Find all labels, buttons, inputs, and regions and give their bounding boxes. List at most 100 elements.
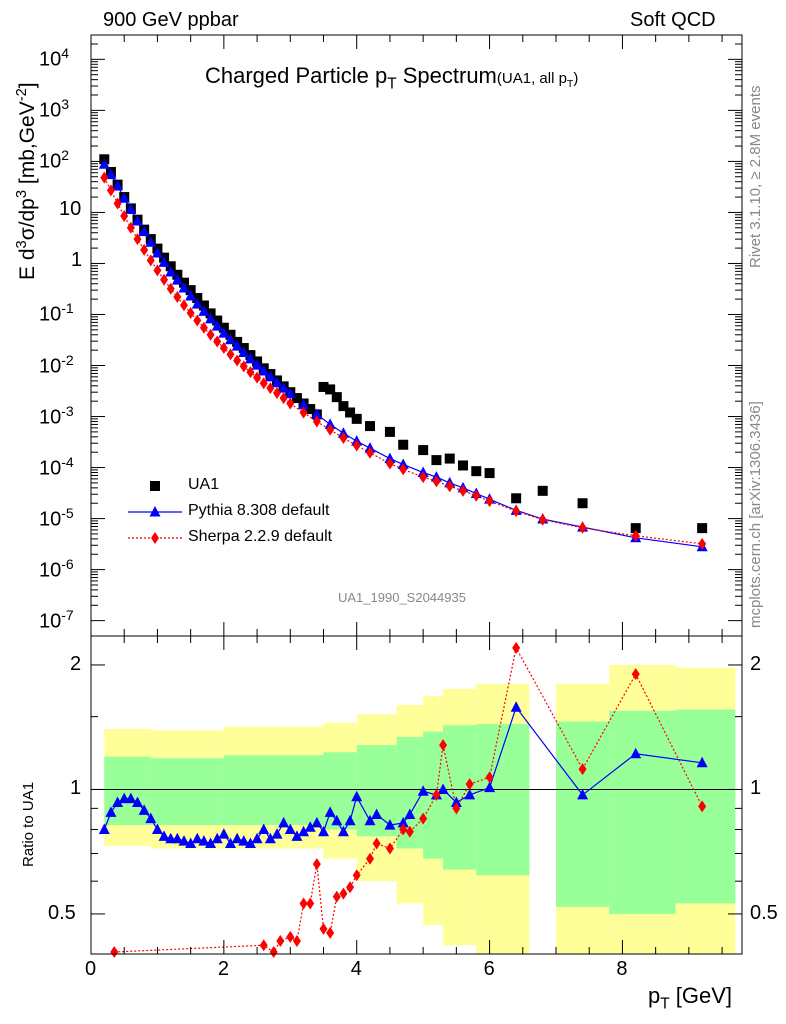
main-series-2-point [193,314,202,327]
ratio-series-1-point [419,812,428,825]
main-series-2-point [399,463,408,476]
main-series-1-point [225,333,236,345]
main-series-2-point [312,415,321,428]
main-series-2-point [140,243,149,256]
ratio-series-0-point [298,825,310,837]
main-series-2-point [538,513,547,526]
y-tick-label: 10-1 [39,300,74,327]
main-series-2-point [120,210,129,223]
y-tick-label: 10-5 [39,504,74,531]
main-series-1-point [251,359,263,370]
legend-marker-0 [150,481,160,491]
ratio-series-0-point [112,796,124,807]
legend [128,481,182,544]
main-series-2-point [153,264,162,277]
main-series-0-point [431,455,442,466]
ratio-series-0-point [630,747,642,759]
ratio-series-0-point [238,835,250,846]
main-series-1-point [112,179,124,191]
main-series-1-point [98,158,110,169]
uncertainty-bands [91,664,742,954]
y-tick-label: 102 [39,147,70,174]
ratio-series-1-point [452,802,461,815]
y-tick-label: 104 [39,45,70,71]
ratio-series-0-point [258,823,270,835]
main-series-2-point [239,360,248,373]
main-series-1-point [211,320,223,331]
ratio-series-0-point [105,806,117,817]
main-series-0-point [291,393,302,404]
legend-label-1: Pythia 8.308 default [188,502,330,519]
ratio-series-1-point [352,869,361,882]
main-series-0-point [444,453,455,464]
ratio-series-0-point [225,837,236,849]
ratio-series-0-point [304,821,316,832]
main-series-2-point [126,221,135,234]
ratio-series-1-point [698,800,707,813]
ratio-series-0-point [171,832,183,844]
ratio-y-tick-label-right: 0.5 [750,901,778,924]
main-series-0-point [458,460,468,471]
main-series-2-point [113,197,122,210]
ratio-series-1-point [372,837,381,850]
legend-marker-1 [149,506,161,517]
ratio-series-0-point [404,808,416,819]
main-series-2-point [339,431,348,444]
main-series-2-point [286,397,295,410]
main-series-1-point [125,203,137,215]
ratio-series-0-point [484,781,496,793]
x-tick-label: 8 [616,958,628,980]
ratio-series-0-point [138,804,150,815]
main-series-2-point [459,484,467,497]
ratio-series-0-point [125,792,137,804]
main-series-2-point [698,537,707,550]
x-tick-label: 4 [350,958,362,980]
ratio-series-0-point [291,830,303,841]
mcplots-label: mcplots.cern.ch [arXiv:1306.3436] [747,401,764,628]
ratio-series-0-point [145,812,157,824]
x-tick-label: 2 [217,958,229,980]
main-series-2-point [186,306,195,319]
ratio-series-1-point [332,890,341,903]
header-left: 900 GeV ppbar [103,9,239,31]
main-series-1-point [244,352,256,364]
main-series-2-point [366,446,374,459]
main-series-1-point [158,256,170,267]
ratio-band-1sigma [609,710,676,914]
main-series-2-point [273,386,281,399]
ratio-series-1-point [512,641,521,654]
chart-title-text: Charged Particle pT Spectrum [205,63,497,93]
main-series-1-point [105,168,117,180]
ratio-series-line-1 [114,646,703,953]
main-series-1-point [165,265,177,277]
y-tick-label: 103 [39,96,70,123]
main-series-1-point [191,298,203,309]
ratio-series-0-point [231,832,243,844]
chart-subtitle: (UA1, all pT) [496,70,579,90]
main-series-1-point [138,225,150,237]
ratio-band-1sigma [223,755,324,826]
ratio-y-axis-label: Ratio to UA1 [20,781,37,867]
main-series-1-point [205,312,217,324]
main-series-0-point [537,485,548,496]
main-series-2-point [233,354,242,367]
x-tick-label: 6 [483,958,495,980]
ratio-series-0-point [205,837,217,849]
main-series-2-point [259,377,268,390]
main-series-2-point [385,457,394,470]
y-tick-label: 1 [71,249,83,272]
main-series-2-point [213,335,222,348]
ratio-series-0-point [251,832,263,844]
ratio-series-0-point [364,814,376,826]
ratio-series-0-point [397,816,409,828]
ratio-series-0-point [344,814,356,826]
main-series-0-point [318,381,329,392]
y-tick-label: 10-2 [39,351,74,378]
main-series-1-point [151,247,163,258]
main-series-0-point [345,407,356,418]
main-series-1-point [178,282,190,293]
ratio-series-0-point [198,835,210,846]
main-series-1-point [264,370,276,382]
ratio-series-0-point [211,832,223,844]
axes-frame [90,34,743,955]
